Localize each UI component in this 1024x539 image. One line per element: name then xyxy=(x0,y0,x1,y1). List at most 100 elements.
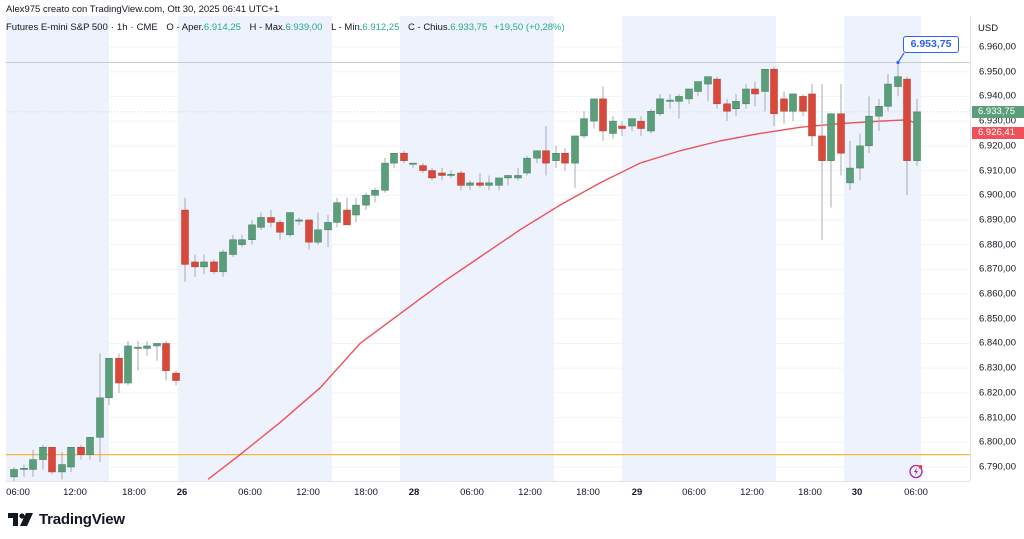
candle[interactable] xyxy=(894,62,902,97)
candle[interactable] xyxy=(352,197,360,223)
candle[interactable] xyxy=(514,168,522,181)
high-price-callout[interactable]: 6.953,75 xyxy=(903,36,959,53)
candle[interactable] xyxy=(732,93,740,117)
candle[interactable] xyxy=(248,219,256,245)
candle[interactable] xyxy=(362,192,370,211)
candle[interactable] xyxy=(637,116,645,136)
symbol-legend[interactable]: Futures E-mini S&P 500 · 1h · CME O - Aper.6… xyxy=(6,22,565,33)
candle[interactable] xyxy=(419,163,427,173)
candle[interactable] xyxy=(371,187,379,203)
candle[interactable] xyxy=(381,158,389,193)
candle[interactable] xyxy=(818,84,826,240)
candle[interactable] xyxy=(827,113,835,208)
candle[interactable] xyxy=(191,254,199,277)
candle[interactable] xyxy=(599,86,607,141)
candle[interactable] xyxy=(447,170,455,178)
candle[interactable] xyxy=(504,175,512,186)
candle[interactable] xyxy=(580,111,588,139)
candle[interactable] xyxy=(86,437,94,460)
candle[interactable] xyxy=(751,81,759,107)
candle[interactable] xyxy=(875,98,883,131)
candle[interactable] xyxy=(48,446,56,475)
price-axis[interactable]: 6.960,00 6.950,00 6.940,00 6.930,00 6.920,00… xyxy=(970,16,1024,481)
candle[interactable] xyxy=(257,212,265,230)
candle[interactable] xyxy=(153,343,161,361)
candle[interactable] xyxy=(29,449,37,477)
candle[interactable] xyxy=(181,197,189,282)
candle[interactable] xyxy=(485,175,493,191)
candle[interactable] xyxy=(305,219,313,250)
candle[interactable] xyxy=(846,140,854,191)
candle[interactable] xyxy=(685,88,693,104)
candle[interactable] xyxy=(694,81,702,97)
candle[interactable] xyxy=(39,444,47,470)
candle[interactable] xyxy=(400,150,408,164)
candle[interactable] xyxy=(656,93,664,117)
candle[interactable] xyxy=(761,68,769,112)
candle[interactable] xyxy=(10,467,18,481)
candle[interactable] xyxy=(267,210,275,228)
candle[interactable] xyxy=(286,212,294,238)
candle[interactable] xyxy=(903,76,911,196)
tradingview-logo[interactable]: TradingView xyxy=(8,511,125,528)
candle[interactable] xyxy=(723,98,731,122)
time-axis[interactable]: 06:00 12:00 18:00 26 06:00 12:00 18:00 28 06:00 1… xyxy=(6,481,970,501)
candle[interactable] xyxy=(67,446,75,472)
candle[interactable] xyxy=(438,168,446,181)
candle[interactable] xyxy=(666,93,674,109)
candle[interactable] xyxy=(789,93,797,122)
candle[interactable] xyxy=(115,353,123,393)
candle[interactable] xyxy=(476,173,484,188)
candle[interactable] xyxy=(865,96,873,154)
candle[interactable] xyxy=(837,84,845,176)
candle[interactable] xyxy=(58,452,66,480)
candle[interactable] xyxy=(675,93,683,119)
candle[interactable] xyxy=(219,249,227,277)
candle[interactable] xyxy=(770,66,778,127)
candle[interactable] xyxy=(314,212,322,245)
candle[interactable] xyxy=(552,145,560,169)
candle[interactable] xyxy=(913,98,921,166)
candle[interactable] xyxy=(324,215,332,248)
candle[interactable] xyxy=(856,133,864,181)
candle[interactable] xyxy=(647,108,655,134)
candle[interactable] xyxy=(542,126,550,176)
candle[interactable] xyxy=(466,180,474,191)
candle[interactable] xyxy=(533,150,541,164)
candle[interactable] xyxy=(162,341,170,381)
candle[interactable] xyxy=(333,197,341,228)
candle[interactable] xyxy=(704,76,712,102)
candle[interactable] xyxy=(808,84,816,146)
candle[interactable] xyxy=(96,353,104,463)
candle[interactable] xyxy=(799,93,807,117)
candle[interactable] xyxy=(409,162,417,169)
candle[interactable] xyxy=(609,116,617,139)
candle[interactable] xyxy=(77,444,85,460)
candlestick-chart[interactable] xyxy=(6,16,970,481)
candle[interactable] xyxy=(428,168,436,181)
candle[interactable] xyxy=(523,155,531,176)
candle[interactable] xyxy=(200,254,208,275)
candle[interactable] xyxy=(495,177,503,191)
candle[interactable] xyxy=(590,98,598,129)
candle[interactable] xyxy=(343,197,351,226)
candle[interactable] xyxy=(134,341,142,371)
candle[interactable] xyxy=(618,121,626,136)
candle[interactable] xyxy=(143,341,151,356)
candle[interactable] xyxy=(124,341,132,386)
candle[interactable] xyxy=(561,148,569,171)
candle[interactable] xyxy=(238,234,246,248)
candle[interactable] xyxy=(780,91,788,124)
alert-lightning-icon[interactable] xyxy=(908,463,924,484)
candle[interactable] xyxy=(713,76,721,109)
candle[interactable] xyxy=(457,170,465,191)
chart-plot-area[interactable] xyxy=(6,16,970,481)
candle[interactable] xyxy=(229,234,237,257)
candle[interactable] xyxy=(884,74,892,112)
candle[interactable] xyxy=(172,370,180,386)
candle[interactable] xyxy=(390,152,398,169)
candle[interactable] xyxy=(105,358,113,406)
candle[interactable] xyxy=(628,118,636,131)
candle[interactable] xyxy=(20,464,28,477)
candle[interactable] xyxy=(571,135,579,188)
